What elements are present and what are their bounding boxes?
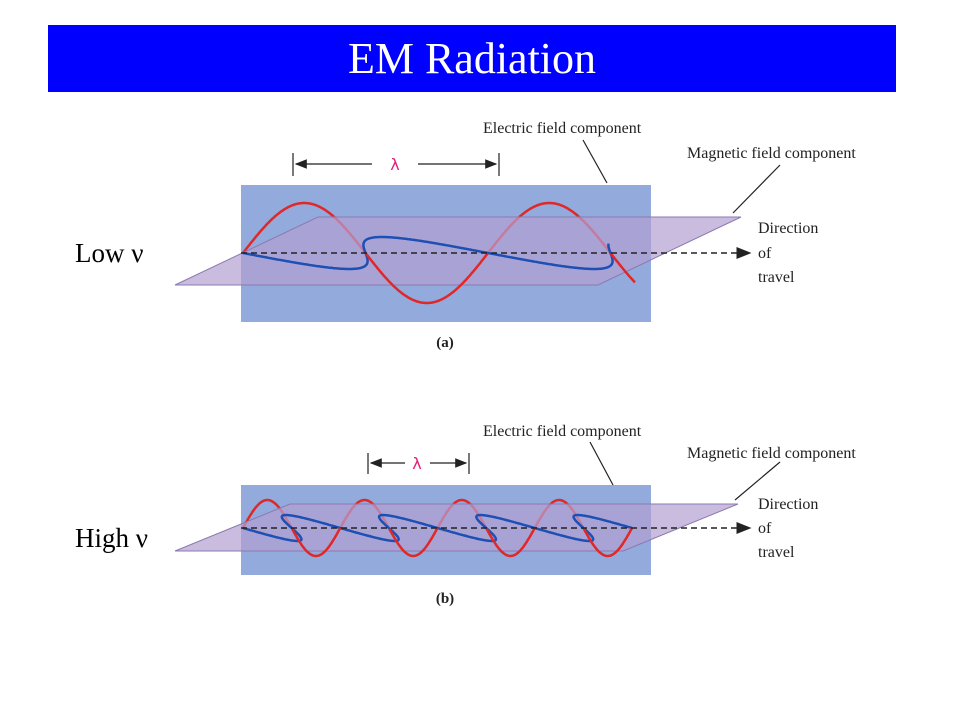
- direction-label-b-line2: of: [758, 520, 772, 537]
- direction-label-b-line3: travel: [758, 544, 795, 561]
- wavelength-symbol-b: λ: [412, 454, 421, 473]
- magnetic-field-label-a: Magnetic field component: [687, 145, 856, 162]
- direction-label-a-line1: Direction: [758, 220, 818, 237]
- electric-field-label-b: Electric field component: [483, 423, 642, 440]
- low-frequency-label: Low ν: [75, 238, 144, 268]
- magnetic-field-label-b: Magnetic field component: [687, 445, 856, 462]
- electric-wave-front-a: [365, 252, 636, 305]
- electric-wave-front-b: [290, 527, 634, 558]
- high-frequency-label: High ν: [75, 523, 148, 553]
- magnetic-leader-a: [732, 164, 781, 214]
- figure-caption-b: (b): [436, 591, 454, 607]
- direction-label-b-line1: Direction: [758, 496, 818, 513]
- magnetic-wave-a: [242, 235, 614, 271]
- slide-title: EM Radiation: [48, 25, 896, 92]
- electric-field-label-a: Electric field component: [483, 120, 642, 137]
- figure-a: λ Electric field component Magnetic fiel…: [174, 120, 856, 351]
- electric-leader-b: [589, 441, 614, 486]
- figure-caption-a: (a): [436, 335, 454, 351]
- electric-leader-a: [582, 139, 608, 184]
- figure-b: λ Electric field component Magnetic fiel…: [174, 423, 856, 607]
- electric-wave-back-b: [241, 498, 585, 529]
- direction-label-a-line3: travel: [758, 269, 795, 286]
- magnetic-leader-b: [734, 461, 781, 501]
- wavelength-symbol-a: λ: [390, 155, 399, 174]
- direction-label-a-line2: of: [758, 245, 772, 262]
